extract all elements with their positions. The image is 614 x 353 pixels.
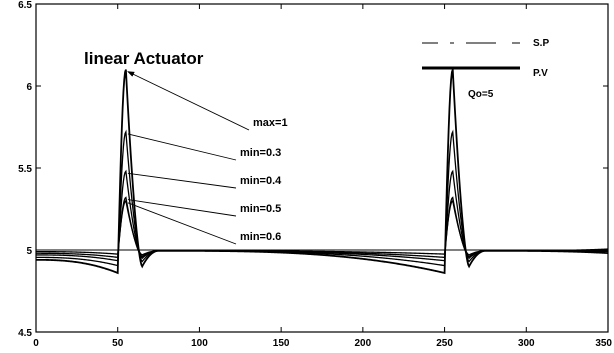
x-tick-label: 300 xyxy=(518,338,535,349)
x-tick-label: 50 xyxy=(112,338,124,349)
parameter-label: Qo=5 xyxy=(468,89,494,100)
legend: S.P P.V xyxy=(422,38,549,79)
annotation-arrow xyxy=(127,71,250,131)
legend-label-sp: S.P xyxy=(533,38,549,49)
y-tick-label: 5.5 xyxy=(18,164,32,175)
annotation-label: min=0.5 xyxy=(240,203,281,215)
ticks-layer: 0 50 100 150 200 250 300 350 4.5 5 5.5 6 6.5 xyxy=(18,0,612,349)
annotation-label: min=0.6 xyxy=(240,231,281,243)
x-tick-label: 250 xyxy=(436,338,453,349)
x-tick-label: 150 xyxy=(273,338,290,349)
y-tick-label: 6.5 xyxy=(18,0,32,11)
y-tick-label: 5 xyxy=(26,246,32,257)
legend-label-pv: P.V xyxy=(533,68,548,79)
annotation-arrow xyxy=(127,172,237,189)
annotation-arrow xyxy=(127,133,237,161)
annotation-label: max=1 xyxy=(253,117,288,129)
annotation-layer: max=1 min=0.3 min=0.4 min=0.5 min=0.6 xyxy=(127,71,288,245)
annotation-arrow xyxy=(127,202,237,245)
x-tick-label: 0 xyxy=(33,338,39,349)
x-tick-label: 100 xyxy=(191,338,208,349)
y-tick-label: 4.5 xyxy=(18,328,32,339)
series-line-min-0-6 xyxy=(36,199,609,256)
series-layer xyxy=(36,69,609,275)
annotation-label: min=0.4 xyxy=(240,175,282,187)
series-line-min-0-5 xyxy=(36,196,609,259)
x-tick-label: 350 xyxy=(595,338,612,349)
chart-title: linear Actuator xyxy=(84,49,204,68)
y-tick-label: 6 xyxy=(26,82,32,93)
annotation-label: min=0.3 xyxy=(240,147,281,159)
x-tick-label: 200 xyxy=(355,338,372,349)
annotation-arrow xyxy=(127,199,237,217)
